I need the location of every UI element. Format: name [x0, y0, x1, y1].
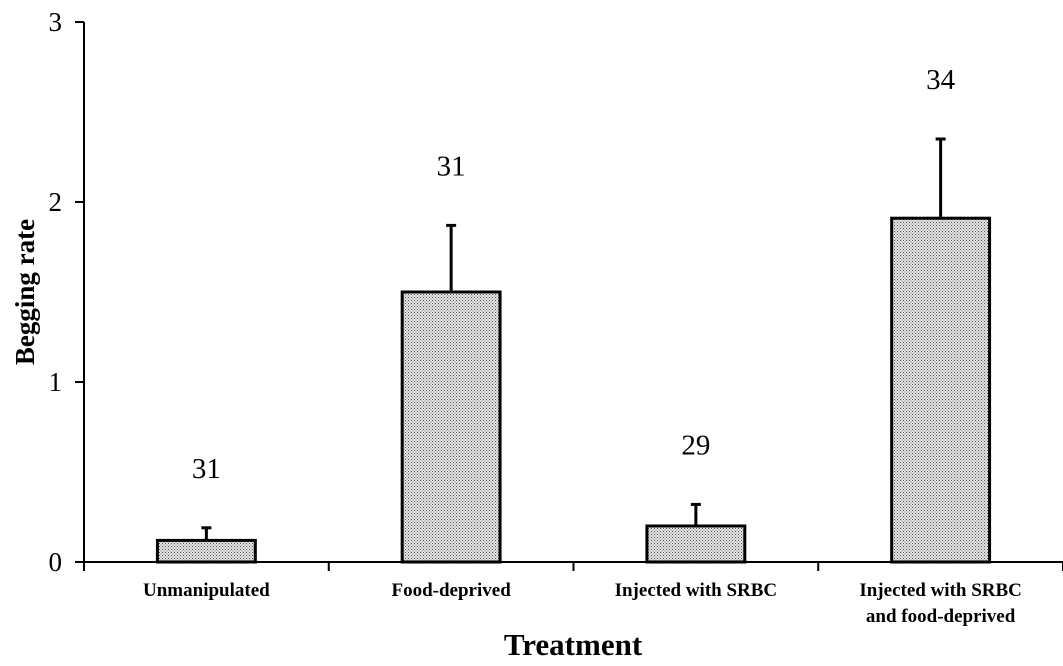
sample-size-label: 34 [926, 64, 956, 96]
bar [155, 538, 257, 564]
sample-size-label: 29 [681, 429, 710, 461]
bar [890, 216, 992, 564]
sample-size-label: 31 [192, 453, 221, 485]
sample-size-label: 31 [437, 150, 466, 182]
y-tick-label: 2 [49, 187, 63, 217]
y-tick-label: 1 [49, 367, 63, 397]
x-tick-label: Injected with SRBC [615, 580, 778, 601]
bar [400, 290, 502, 564]
x-tick-label: Unmanipulated [143, 580, 270, 601]
plot-area: 0 1 2 3 31 Unmanipulated 31 Food-deprived 29 Inje… [49, 7, 1063, 627]
y-tick-label: 0 [49, 547, 63, 577]
y-tick-label: 3 [49, 7, 63, 37]
x-axis-label: Treatment [504, 627, 643, 662]
x-tick-label: Injected with SRBC and food-deprived [859, 580, 1022, 627]
y-axis-label: Begging rate [10, 219, 40, 365]
bar [645, 524, 747, 564]
x-tick-label: Food-deprived [391, 580, 511, 601]
